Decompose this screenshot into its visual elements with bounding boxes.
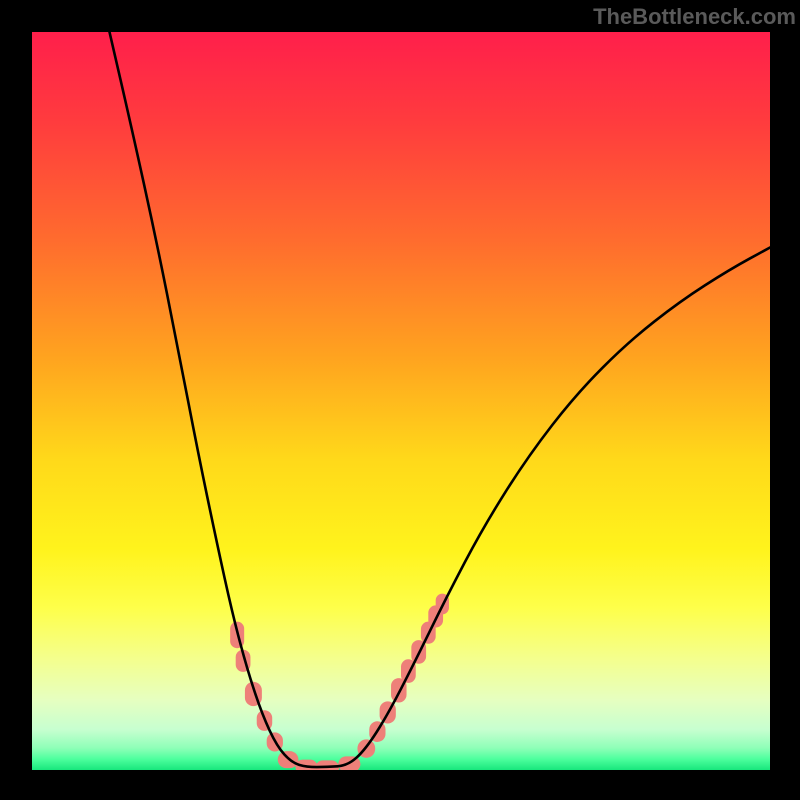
chart-container: TheBottleneck.com xyxy=(0,0,800,800)
v-curve xyxy=(109,32,770,767)
chart-svg xyxy=(0,0,800,800)
watermark: TheBottleneck.com xyxy=(593,4,796,30)
